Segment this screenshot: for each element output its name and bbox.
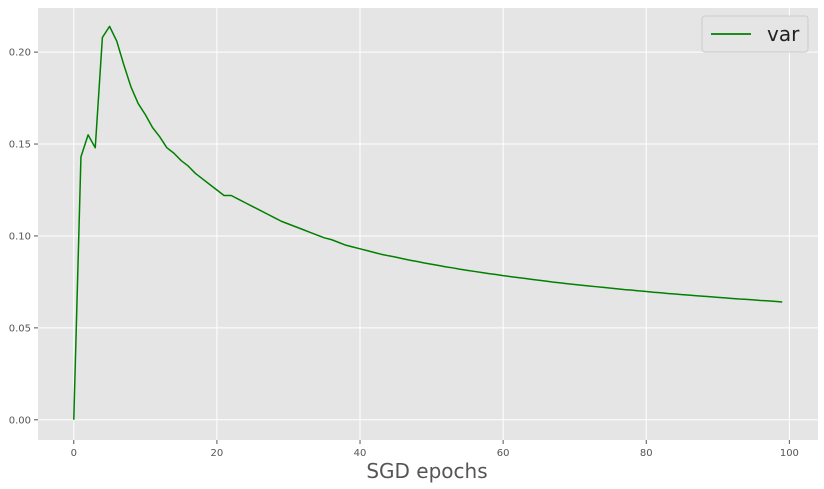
ticks: 0 20 40 60 80 100 0.00 0.05 0.10 0.15 0.20 <box>9 48 799 459</box>
x-tick-label: 40 <box>354 448 367 459</box>
series-line-var <box>73 25 783 420</box>
x-tick-label: 20 <box>211 448 224 459</box>
x-axis-label: SGD epochs <box>366 459 487 483</box>
x-tick-label: 100 <box>780 448 799 459</box>
series-layer <box>73 25 783 420</box>
y-tick-label: 0.15 <box>9 140 31 151</box>
y-tick-label: 0.20 <box>9 48 31 59</box>
legend: var <box>701 15 809 53</box>
plot-background <box>38 8 818 440</box>
grid <box>38 8 818 440</box>
x-tick-label: 80 <box>640 448 653 459</box>
y-tick-label: 0.10 <box>9 231 31 242</box>
x-tick-label: 0 <box>71 448 77 459</box>
y-tick-label: 0.00 <box>9 415 31 426</box>
legend-label-var: var <box>767 22 800 46</box>
legend-box <box>701 15 809 53</box>
y-tick-label: 0.05 <box>9 323 31 334</box>
x-tick-label: 60 <box>497 448 510 459</box>
